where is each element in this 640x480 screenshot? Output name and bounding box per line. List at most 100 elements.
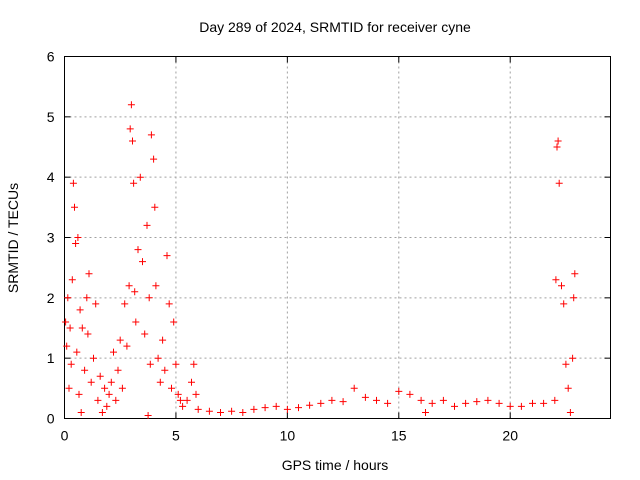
- data-point: [146, 360, 154, 368]
- data-point: [395, 387, 403, 395]
- data-point: [560, 300, 568, 308]
- data-point: [125, 282, 133, 290]
- data-point: [239, 409, 247, 416]
- data-point: [87, 378, 95, 386]
- data-point: [484, 396, 492, 404]
- data-point: [98, 409, 106, 416]
- data-point: [62, 318, 70, 326]
- data-point: [194, 405, 202, 413]
- y-tick-label: 2: [47, 290, 55, 306]
- data-point: [156, 378, 164, 386]
- data-point: [174, 390, 182, 398]
- data-point: [85, 270, 93, 278]
- data-point: [73, 348, 81, 356]
- data-point: [141, 330, 149, 338]
- data-point: [68, 276, 76, 284]
- data-point: [81, 366, 89, 374]
- data-point: [555, 179, 563, 187]
- data-point: [451, 402, 458, 410]
- data-point: [179, 402, 187, 410]
- data-point: [172, 360, 180, 368]
- y-tick-label: 4: [47, 169, 55, 185]
- data-point: [570, 294, 578, 302]
- data-point: [77, 409, 85, 416]
- y-tick-label: 3: [47, 230, 55, 246]
- data-point: [105, 390, 113, 398]
- data-point: [116, 336, 124, 344]
- data-point: [361, 393, 369, 401]
- data-point: [261, 404, 269, 412]
- data-point: [147, 131, 155, 139]
- data-point: [562, 360, 570, 368]
- data-point: [552, 276, 560, 284]
- data-point: [132, 318, 140, 326]
- data-point: [96, 372, 104, 380]
- data-point: [143, 221, 151, 229]
- data-point: [74, 234, 82, 241]
- data-point: [139, 258, 146, 266]
- data-point: [66, 324, 74, 332]
- data-point: [78, 324, 86, 332]
- data-point: [439, 396, 447, 404]
- data-point: [506, 402, 514, 410]
- data-point: [384, 399, 392, 407]
- x-tick-label: 5: [172, 428, 180, 444]
- x-axis-title: GPS time / hours: [282, 457, 389, 473]
- data-point: [76, 306, 84, 314]
- data-points: [62, 101, 579, 419]
- data-point: [127, 101, 135, 109]
- data-point: [94, 396, 102, 404]
- data-point: [566, 409, 574, 416]
- data-point: [564, 384, 572, 392]
- data-point: [205, 407, 213, 415]
- data-point: [152, 282, 160, 290]
- data-point: [176, 396, 184, 404]
- data-point: [554, 137, 562, 145]
- y-tick-label: 5: [47, 109, 55, 125]
- data-point: [417, 396, 425, 404]
- y-tick-label: 0: [47, 411, 55, 427]
- data-point: [350, 384, 358, 392]
- data-point: [192, 390, 200, 398]
- data-point: [373, 396, 380, 404]
- data-point: [161, 366, 169, 374]
- data-point: [183, 396, 191, 404]
- data-point: [136, 173, 144, 181]
- data-point: [107, 378, 115, 386]
- data-point: [168, 384, 175, 392]
- data-point: [121, 300, 129, 308]
- data-point: [272, 402, 280, 410]
- data-point: [103, 402, 111, 410]
- data-point: [571, 270, 579, 278]
- data-point: [540, 399, 548, 407]
- data-point: [250, 405, 258, 413]
- y-tick-label: 6: [47, 49, 55, 65]
- data-point: [83, 294, 91, 302]
- data-point: [553, 143, 561, 151]
- data-point: [569, 354, 577, 362]
- data-point: [101, 384, 109, 392]
- data-point: [165, 300, 173, 308]
- data-point: [114, 366, 122, 374]
- data-point: [110, 348, 117, 356]
- data-point: [69, 179, 77, 187]
- data-point: [473, 398, 481, 406]
- data-point: [295, 404, 302, 412]
- data-point: [118, 384, 126, 392]
- data-point: [75, 390, 83, 398]
- data-point: [64, 294, 72, 302]
- data-point: [151, 203, 159, 211]
- data-point: [63, 342, 71, 350]
- data-point: [123, 342, 131, 350]
- y-tick-label: 1: [47, 350, 55, 366]
- data-point: [112, 396, 120, 404]
- data-point: [84, 330, 92, 338]
- data-point: [217, 409, 224, 416]
- data-point: [90, 354, 97, 362]
- ticks-layer: 0 1 2 3 4 5 6 0 5 10 15 20: [47, 49, 611, 444]
- data-point: [406, 390, 414, 398]
- data-point: [145, 294, 153, 302]
- x-tick-label: 0: [61, 428, 69, 444]
- x-tick-label: 10: [280, 428, 296, 444]
- data-point: [65, 384, 73, 392]
